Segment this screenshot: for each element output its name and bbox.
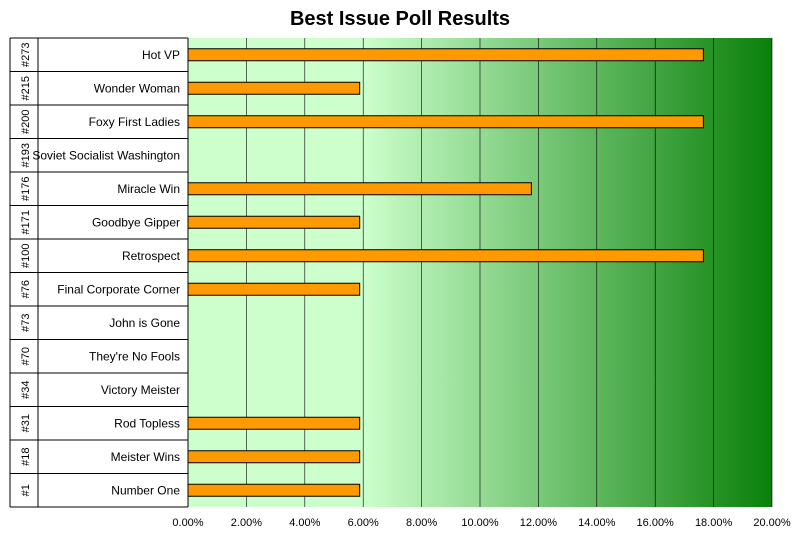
bar (187, 115, 704, 129)
category-label: Wonder Woman (94, 81, 180, 95)
category-label: They're No Fools (89, 349, 180, 363)
issue-number-label: #70 (20, 347, 32, 365)
bar (187, 416, 361, 430)
issue-number-label: #200 (20, 110, 32, 134)
x-tick-label: 20.00% (753, 517, 791, 529)
issue-number-label: #31 (20, 414, 32, 432)
category-label: Meister Wins (111, 450, 180, 464)
bar (187, 48, 704, 62)
x-tick-label: 8.00% (406, 517, 437, 529)
issue-number-label: #100 (20, 244, 32, 268)
issue-number-label: #73 (20, 314, 32, 332)
bar (187, 81, 361, 95)
bar (187, 249, 704, 263)
x-tick-label: 2.00% (231, 517, 262, 529)
category-label: Goodbye Gipper (92, 215, 180, 229)
bar (187, 483, 361, 497)
category-label: Retrospect (122, 249, 181, 263)
issue-number-label: #171 (20, 210, 32, 234)
category-label: Foxy First Ladies (89, 115, 180, 129)
category-label: Hot VP (142, 48, 180, 62)
x-tick-label: 16.00% (637, 517, 675, 529)
issue-number-label: #176 (20, 177, 32, 201)
x-tick-label: 6.00% (348, 517, 379, 529)
category-label: Rod Topless (114, 416, 180, 430)
issue-number-label: #1 (20, 484, 32, 496)
category-label: Victory Meister (101, 383, 180, 397)
bar (187, 282, 361, 296)
x-tick-label: 10.00% (461, 517, 499, 529)
category-label: John is Gone (109, 316, 180, 330)
category-label: Soviet Socialist Washington (32, 148, 180, 162)
issue-number-label: #34 (20, 381, 32, 399)
x-tick-label: 14.00% (578, 517, 616, 529)
x-tick-label: 4.00% (289, 517, 320, 529)
x-tick-label: 0.00% (172, 517, 203, 529)
issue-number-label: #215 (20, 76, 32, 100)
bar (187, 215, 361, 229)
x-tick-label: 18.00% (695, 517, 733, 529)
bar (187, 450, 361, 464)
issue-number-label: #76 (20, 280, 32, 298)
x-tick-label: 12.00% (520, 517, 558, 529)
issue-number-label: #18 (20, 448, 32, 466)
issue-number-label: #193 (20, 143, 32, 167)
chart-title: Best Issue Poll Results (289, 8, 511, 30)
category-label: Number One (111, 483, 180, 497)
category-label: Miracle Win (117, 182, 180, 196)
category-label: Final Corporate Corner (57, 282, 180, 296)
bar (187, 182, 532, 196)
issue-number-label: #273 (20, 43, 32, 67)
